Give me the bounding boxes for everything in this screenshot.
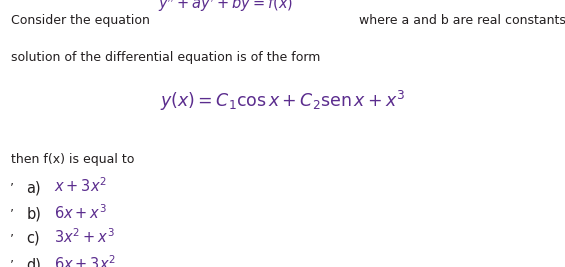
Text: ’: ’ [10,208,14,221]
Text: Consider the equation: Consider the equation [11,14,150,27]
Text: ’: ’ [10,258,14,267]
Text: d): d) [27,258,41,267]
Text: $x + 3x^2$: $x + 3x^2$ [54,176,107,195]
Text: $y'' + ay' + by = f(x)$: $y'' + ay' + by = f(x)$ [158,0,293,14]
Text: solution of the differential equation is of the form: solution of the differential equation is… [11,52,321,64]
Text: c): c) [27,231,40,246]
Text: $6x + 3x^2$: $6x + 3x^2$ [54,254,116,267]
Text: a): a) [27,180,41,195]
Text: where a and b are real constants. If the general: where a and b are real constants. If the… [359,14,565,27]
Text: $6x + x^3$: $6x + x^3$ [54,203,107,222]
Text: b): b) [27,207,41,222]
Text: $y(x) = C_1 \cos x + C_2 \operatorname{sen} x + x^3$: $y(x) = C_1 \cos x + C_2 \operatorname{s… [160,89,405,113]
Text: ’: ’ [10,232,14,245]
Text: then f(x) is equal to: then f(x) is equal to [11,153,134,166]
Text: ’: ’ [10,181,14,194]
Text: $3x^2 + x^3$: $3x^2 + x^3$ [54,227,114,246]
